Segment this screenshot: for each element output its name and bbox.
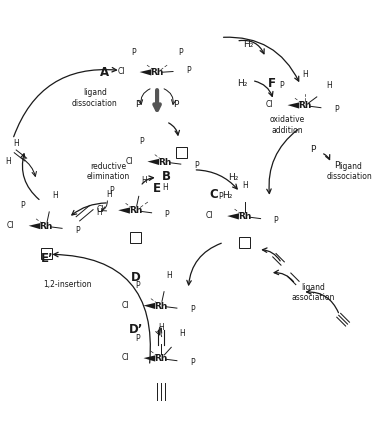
- Text: Cl: Cl: [205, 211, 213, 220]
- Text: P: P: [173, 100, 179, 109]
- Polygon shape: [287, 102, 299, 108]
- Text: Rh: Rh: [154, 354, 168, 363]
- Text: P: P: [334, 161, 339, 170]
- Text: Rh: Rh: [129, 206, 142, 215]
- Text: E’: E’: [41, 252, 53, 265]
- Text: D: D: [131, 271, 141, 284]
- Text: P: P: [131, 48, 136, 57]
- Text: P: P: [139, 137, 143, 146]
- Text: Rh: Rh: [151, 68, 164, 77]
- Text: P: P: [135, 281, 140, 290]
- Text: P: P: [75, 225, 80, 235]
- Text: reductive
elimination: reductive elimination: [87, 162, 130, 181]
- Text: oxidative
addition: oxidative addition: [270, 115, 305, 135]
- Text: ligand
dissociation: ligand dissociation: [327, 162, 373, 181]
- Text: Rh: Rh: [238, 212, 251, 221]
- Text: H: H: [302, 70, 308, 80]
- Text: Cl: Cl: [122, 353, 129, 362]
- Text: P: P: [20, 201, 25, 210]
- Text: H: H: [162, 183, 167, 192]
- Text: Rh: Rh: [40, 222, 53, 231]
- Text: P: P: [135, 334, 140, 343]
- Text: A: A: [100, 66, 109, 80]
- Text: Rh: Rh: [154, 302, 168, 311]
- Text: H₂: H₂: [243, 40, 254, 49]
- Text: Cl: Cl: [7, 221, 15, 230]
- Text: H₂: H₂: [238, 79, 248, 88]
- Bar: [176, 147, 187, 158]
- Text: P: P: [310, 145, 316, 153]
- Text: F: F: [268, 77, 276, 90]
- Text: P: P: [219, 192, 223, 201]
- Text: Rh: Rh: [158, 158, 172, 166]
- Bar: [239, 237, 250, 248]
- Bar: [130, 232, 141, 243]
- Polygon shape: [29, 223, 40, 229]
- Bar: [41, 248, 52, 259]
- Polygon shape: [147, 159, 159, 165]
- Text: Cl: Cl: [266, 100, 273, 109]
- Polygon shape: [118, 208, 130, 214]
- Text: H: H: [107, 190, 113, 199]
- Text: H: H: [158, 323, 164, 333]
- Text: H: H: [13, 139, 19, 149]
- Text: P: P: [165, 210, 169, 219]
- Text: P: P: [274, 216, 278, 225]
- Text: H: H: [327, 81, 332, 90]
- Text: B: B: [162, 170, 171, 183]
- Text: Cl: Cl: [125, 156, 133, 166]
- Polygon shape: [143, 355, 155, 361]
- Text: H₂: H₂: [228, 173, 238, 182]
- Text: P: P: [135, 100, 141, 109]
- Text: Cl: Cl: [96, 205, 104, 214]
- Text: 1,2-insertion: 1,2-insertion: [43, 280, 92, 289]
- Polygon shape: [140, 69, 151, 76]
- Text: ligand
association: ligand association: [291, 283, 334, 302]
- Text: H: H: [167, 271, 172, 280]
- Text: Cl: Cl: [122, 301, 129, 310]
- Text: ligand
dissociation: ligand dissociation: [72, 88, 118, 108]
- Text: H: H: [5, 157, 11, 166]
- Text: P: P: [190, 305, 194, 314]
- Text: H: H: [96, 208, 102, 217]
- Polygon shape: [143, 303, 155, 309]
- Text: D’: D’: [129, 323, 143, 336]
- Text: E: E: [153, 182, 161, 195]
- Text: P: P: [179, 48, 183, 57]
- Text: P: P: [190, 358, 194, 367]
- Polygon shape: [227, 213, 239, 219]
- Text: H: H: [180, 329, 185, 338]
- Text: P: P: [194, 161, 198, 170]
- Text: Cl: Cl: [118, 67, 125, 76]
- Text: H: H: [141, 176, 147, 184]
- Text: C: C: [209, 188, 218, 201]
- Text: H: H: [52, 191, 58, 200]
- Text: P: P: [186, 66, 191, 75]
- Text: H: H: [242, 181, 247, 191]
- Text: H₂: H₂: [222, 191, 232, 200]
- Text: P: P: [334, 105, 339, 114]
- Text: Rh: Rh: [298, 101, 312, 110]
- Text: P: P: [279, 81, 283, 90]
- Text: P: P: [109, 186, 114, 195]
